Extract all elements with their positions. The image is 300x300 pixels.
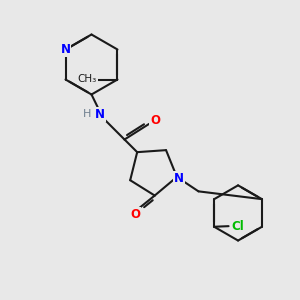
Text: O: O <box>130 208 140 221</box>
Text: H: H <box>83 109 92 119</box>
Text: N: N <box>61 43 70 56</box>
Text: N: N <box>174 172 184 185</box>
Text: N: N <box>95 108 105 122</box>
Text: Cl: Cl <box>231 220 244 233</box>
Text: O: O <box>150 113 160 127</box>
Text: CH₃: CH₃ <box>78 74 97 85</box>
